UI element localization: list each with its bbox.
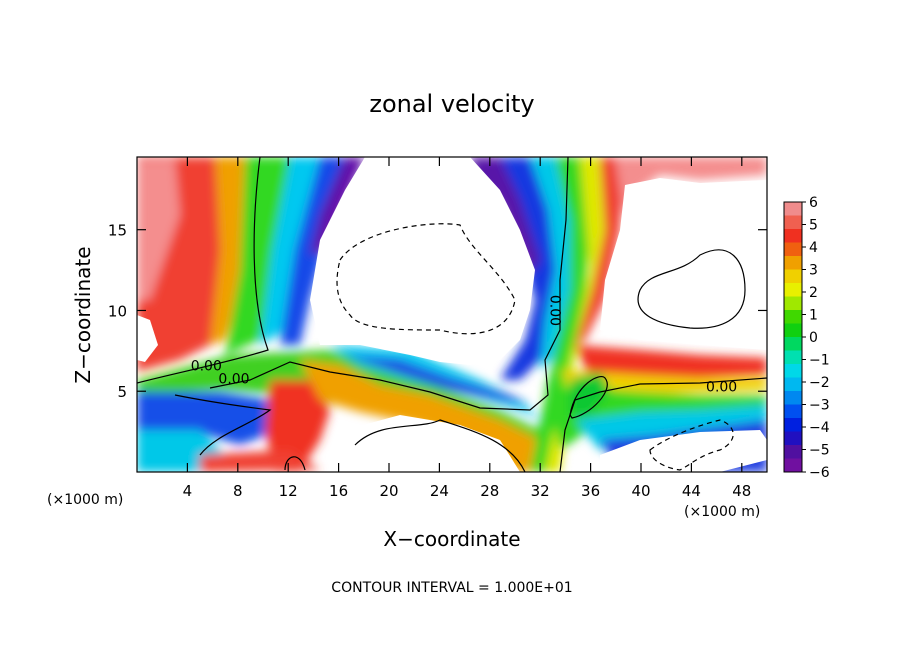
colorbar-tick-label: 2 (809, 285, 818, 301)
colorbar-swatch (784, 391, 802, 405)
colorbar-swatch (784, 458, 802, 473)
x-tick-label: 44 (682, 482, 701, 500)
contour-line-zero-left (137, 157, 269, 384)
colorbar-swatch (784, 404, 802, 419)
x-tick-label: 24 (430, 482, 449, 500)
x-axis-ticks: 4 8 12 16 20 24 28 32 36 40 44 48 (183, 157, 751, 500)
colorbar-swatch (784, 431, 802, 446)
colorbar-swatch (784, 229, 802, 243)
white-zone-bottom-right (600, 430, 767, 472)
contour-label: 0.00 (191, 358, 222, 374)
contour-label: 0.00 (706, 379, 737, 395)
field-blob-left-pink (137, 160, 180, 300)
field-blob-center-red (265, 380, 330, 472)
colorbar-tick-label: −5 (809, 443, 830, 459)
white-zones (137, 157, 767, 472)
colorbar-tick-label: −3 (809, 398, 830, 414)
field-blob-bottom-red (200, 450, 320, 472)
colorbar: 6 5 4 3 2 1 0 −1 −2 −3 −4 −5 −6 (783, 195, 830, 481)
colorbar-tick-label: −4 (809, 420, 830, 436)
x-unit-left: (×1000 m) (47, 492, 123, 508)
colorbar-swatch (784, 283, 802, 297)
field-blob-column-yellow (545, 157, 605, 472)
field-blob-column-blue (475, 157, 565, 380)
contour-label: 0.00 (546, 295, 562, 326)
contour-line-bottom-small (284, 456, 306, 471)
contour-interval-note: CONTOUR INTERVAL = 1.000E+01 (331, 580, 572, 596)
field-blob-column-red (575, 157, 625, 345)
x-tick-label: 8 (233, 482, 243, 500)
colorbar-swatch (784, 242, 802, 257)
colorbar-swatch (784, 350, 802, 365)
field-blob-left-orange (210, 157, 250, 345)
colorbar-tick-label: 1 (809, 308, 818, 324)
plot-frame (136, 156, 768, 473)
y-tick-label: 15 (108, 222, 127, 240)
colorbar-swatch (784, 256, 802, 270)
contour-label: 0.00 (218, 371, 249, 387)
colorbar-tick-label: −6 (809, 465, 830, 481)
colorbar-swatch (784, 445, 802, 459)
x-tick-label: 20 (379, 482, 398, 500)
colorbar-tick-label: −1 (809, 353, 830, 369)
y-tick-label: 5 (117, 383, 127, 401)
contour-line-zero-right-column (559, 377, 767, 472)
x-unit-right: (×1000 m) (684, 504, 760, 520)
colorbar-swatch (784, 377, 802, 392)
colorbar-swatch (784, 269, 802, 284)
white-zone-left-edge (137, 315, 158, 362)
contour-line-zero-lower-left (174, 394, 272, 456)
colorbar-swatch (784, 215, 802, 230)
colorbar-tick-label: −2 (809, 375, 830, 391)
colorbar-swatch (784, 418, 802, 432)
field-blob-right-band-red (575, 345, 767, 380)
x-tick-label: 28 (480, 482, 499, 500)
field-blob-upper-right-pink (615, 157, 767, 220)
x-tick-label: 12 (279, 482, 298, 500)
colorbar-tick-label: 4 (809, 240, 818, 256)
heatmap-field (137, 157, 767, 472)
x-axis-label: X−coordinate (383, 527, 520, 551)
colorbar-swatch (784, 337, 802, 351)
colorbar-tick-label: 0 (809, 330, 818, 346)
y-axis-ticks: 5 10 15 (108, 222, 767, 401)
colorbar-swatch (784, 296, 802, 311)
colorbar-swatch (784, 364, 802, 378)
contour-line-bottom-center (354, 419, 526, 472)
y-tick-label: 10 (108, 302, 127, 320)
field-blob-column-green (530, 157, 590, 472)
contour-line-right-loop (569, 376, 608, 419)
field-blob-right-green-spot (570, 372, 610, 415)
colorbar-tick-label: 6 (809, 195, 818, 211)
x-tick-label: 40 (631, 482, 650, 500)
x-tick-label: 36 (581, 482, 600, 500)
x-tick-label: 32 (531, 482, 550, 500)
white-zone-upper-center (310, 157, 535, 365)
field-blob-lower-band-green (137, 350, 560, 470)
contour-line-upper-right-loop (637, 249, 746, 329)
colorbar-swatch (784, 310, 802, 324)
contour-line-zero-lower (209, 157, 569, 411)
white-zone-bottom-center (345, 415, 520, 472)
contour-line-dashed-upper (336, 223, 516, 335)
x-tick-label: 4 (183, 482, 193, 500)
colorbar-tick-label: 3 (809, 263, 818, 279)
chart-title: zonal velocity (369, 90, 534, 118)
field-blob-center-blue (345, 355, 530, 405)
colorbar-swatch (784, 323, 802, 338)
colorbar-tick-label: 5 (809, 218, 818, 234)
x-tick-label: 16 (329, 482, 348, 500)
contour-labels: 0.000.000.000.00 (191, 295, 738, 396)
contour-line-dashed-lower-right (649, 419, 734, 471)
x-tick-label: 48 (732, 482, 751, 500)
white-zone-upper-right (600, 178, 767, 350)
contour-lines (137, 157, 767, 472)
colorbar-swatch (784, 202, 802, 216)
y-axis-label: Z−coordinate (71, 246, 95, 383)
